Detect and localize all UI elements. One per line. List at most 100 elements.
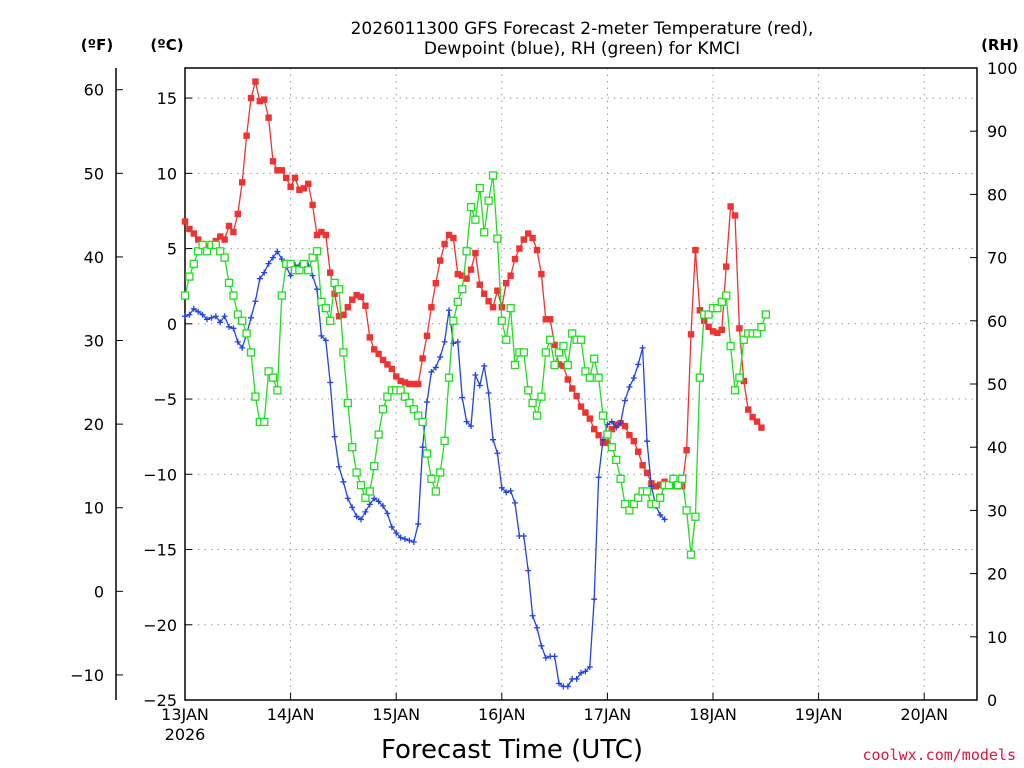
dewpoint-point [278,256,285,263]
rh-point [238,316,247,325]
rh-point [541,348,550,357]
credit-link[interactable]: coolwx.com/models [862,746,1016,764]
temperature-point [503,279,510,287]
temperature-point [243,132,250,139]
temperature-point [239,179,246,186]
dewpoint-point [520,532,527,539]
temperature-point [520,236,527,243]
rh-point [418,417,427,427]
rh-point [365,487,374,496]
dewpoint-point [644,438,650,445]
rh-point [559,341,568,351]
rh-point [590,354,599,363]
rh-point [317,297,326,306]
rh-point [220,253,229,262]
rh-point [202,247,212,256]
rh-point [524,386,533,395]
y-tick-label-f: 60 [84,81,104,100]
temperature-point [217,233,224,240]
y-tick-label-c: 15 [157,89,177,108]
rh-point [722,291,731,300]
temperature-point [604,439,611,446]
temperature-point [406,380,413,388]
x-tick-label: 17JAN [584,705,632,724]
rh-point [370,462,379,471]
unit-label-fahrenheit: (ºF) [81,36,113,54]
dewpoint-point [525,567,532,574]
rh-point [735,373,744,382]
dewpoint-point [657,511,664,518]
rh-point [664,480,674,490]
rh-point [673,480,682,490]
dewpoint-point [428,368,435,375]
rh-point [726,341,735,351]
rh-point [585,373,594,382]
y-tick-label-c: 10 [157,164,177,183]
dewpoint-point [182,313,188,320]
rh-point [396,386,405,395]
y-tick-label-rh: 50 [987,375,1007,394]
dewpoint-point [626,384,633,391]
temperature-point [327,269,334,276]
temperature-point [344,304,351,311]
dewpoint-point [331,433,338,440]
temperature-point [366,334,373,341]
rh-point [634,493,643,502]
temperature-point [736,325,743,332]
temperature-point [485,298,492,305]
temperature-point [190,230,197,237]
dewpoint-point [318,332,325,339]
y-tick-label-rh: 80 [987,185,1007,204]
dewpoint-point [463,418,470,425]
unit-label-rh: (RH) [981,36,1019,54]
rh-point [695,373,704,382]
y-tick-label-c: 5 [167,240,177,259]
temperature-point [252,78,259,85]
y-tick-label-f: 0 [94,582,104,601]
dewpoint-point [454,338,461,345]
rh-point [211,240,220,250]
rh-point [343,398,352,408]
dewpoint-point [217,319,224,326]
rh-point [568,329,577,338]
rh-point [603,430,612,439]
rh-point [400,392,410,401]
temperature-point [459,272,466,279]
rh-point [502,335,511,344]
temperature-point [560,362,567,370]
y-tick-label-c: −15 [143,541,177,560]
dewpoint-point [635,361,642,368]
temperature-point [569,385,576,392]
rh-point [189,259,198,269]
temperature-point [379,356,387,364]
temperature-point [731,212,739,219]
temperature-point [687,331,695,338]
temperature-point [586,415,593,422]
y-tick-label-c: −10 [143,465,177,484]
rh-point [330,278,339,288]
rh-point [717,297,726,306]
rh-point [550,360,559,370]
temperature-point [679,483,686,490]
rh-point [449,316,458,325]
dewpoint-point [591,596,598,603]
rh-point [312,247,322,256]
rh-point [334,285,344,294]
chart-grid [184,68,977,701]
rh-point [581,367,590,376]
dewpoint-point [485,390,492,397]
dewpoint-point [472,371,479,378]
temperature-point [551,341,558,349]
rh-point [730,386,740,395]
x-tick-label: 15JAN [372,705,420,724]
rh-point [480,228,489,237]
dewpoint-point [437,353,444,360]
dewpoint-point [358,516,364,523]
rh-point [488,171,498,180]
dewpoint-point [327,379,334,386]
rh-point [339,348,348,357]
temperature-point [454,270,461,278]
dewpoint-point [582,668,589,675]
dewpoint-point [349,504,356,511]
temperature-point [265,114,272,121]
